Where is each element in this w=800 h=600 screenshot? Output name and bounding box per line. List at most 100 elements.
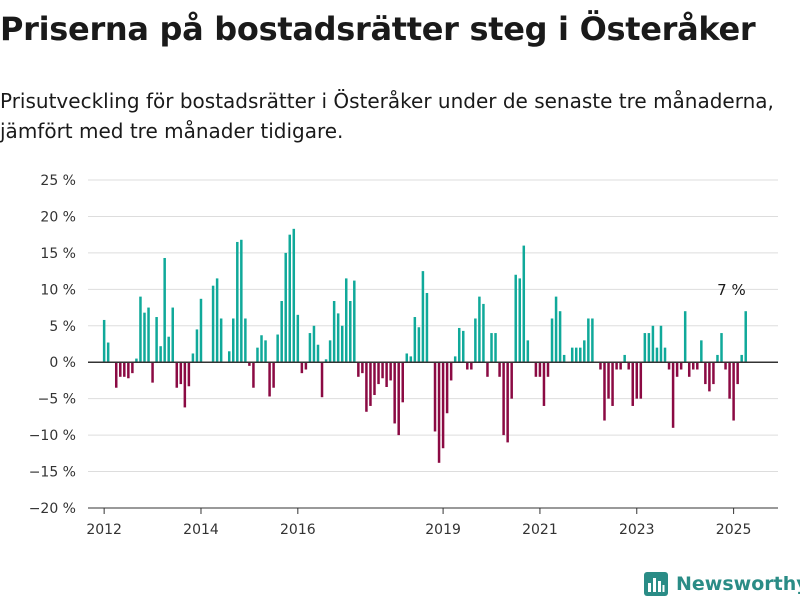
bar-positive <box>332 301 336 363</box>
bar-negative <box>498 362 501 377</box>
bar-negative <box>675 362 679 377</box>
bar-positive <box>232 318 235 363</box>
bar-positive <box>106 342 110 363</box>
bar-positive <box>312 325 316 363</box>
bar-positive <box>518 278 521 363</box>
bar-negative <box>502 362 505 436</box>
bar-positive <box>353 280 356 363</box>
bar-negative <box>114 362 118 388</box>
bar-negative <box>619 362 622 370</box>
gridlines <box>88 179 778 473</box>
bar-negative <box>639 362 643 399</box>
bar-positive <box>716 354 719 363</box>
bar-positive <box>425 292 429 363</box>
bar-negative <box>603 362 606 421</box>
bar-negative <box>320 362 324 398</box>
bar-positive <box>195 329 199 363</box>
bar-negative <box>183 362 187 408</box>
x-tick-label: 2012 <box>86 522 122 538</box>
bar-positive <box>550 318 554 363</box>
bar-positive <box>562 354 566 363</box>
bar-positive <box>308 333 312 363</box>
bar-negative <box>712 362 715 385</box>
bar-positive <box>191 353 195 363</box>
x-tick-label: 2021 <box>522 522 558 538</box>
bar-negative <box>728 362 731 399</box>
bar-negative <box>506 362 509 443</box>
bar-negative <box>732 362 735 421</box>
bar-negative <box>470 362 473 370</box>
bar-positive <box>147 307 150 363</box>
bar-negative <box>538 362 542 377</box>
bar-positive <box>554 296 558 363</box>
bar-positive <box>558 311 562 363</box>
bar-negative <box>667 362 671 370</box>
bar-negative <box>131 362 134 374</box>
brand-name: Newsworthy <box>676 573 800 595</box>
bar-negative <box>433 362 437 432</box>
bar-positive <box>236 241 239 363</box>
y-tick-label: −15 % <box>29 465 76 481</box>
bar-negative <box>385 362 388 387</box>
bar-positive <box>102 319 106 363</box>
chart-subtitle: Prisutveckling för bostadsrätter i Öster… <box>0 89 774 143</box>
bar-positive <box>139 296 142 363</box>
bar-negative <box>357 362 360 377</box>
bar-positive <box>292 228 296 363</box>
bar-positive <box>579 347 582 363</box>
y-tick-label: 5 % <box>49 319 76 335</box>
x-tick-label: 2014 <box>183 522 219 538</box>
bar-positive <box>264 340 267 363</box>
bar-negative <box>627 362 630 370</box>
bar-negative <box>449 362 453 381</box>
bar-negative <box>397 362 400 436</box>
bar-positive <box>280 301 283 363</box>
bar-chart-logo-icon <box>644 572 668 596</box>
bar-positive <box>700 340 703 363</box>
bar-negative <box>272 362 275 388</box>
bar-positive <box>659 325 663 363</box>
bar-positive <box>494 333 497 363</box>
bar-negative <box>615 362 618 370</box>
bar-positive <box>417 327 421 363</box>
bar-positive <box>683 311 687 363</box>
y-tick-label: 10 % <box>40 282 76 298</box>
bar-positive <box>340 325 344 363</box>
x-tick-label: 2016 <box>280 522 316 538</box>
bar-negative <box>187 362 191 387</box>
bar-positive <box>256 347 259 363</box>
bar-positive <box>462 330 465 363</box>
y-tick-label: 25 % <box>40 173 76 189</box>
bar-positive <box>324 359 328 363</box>
bar-negative <box>441 362 445 449</box>
bar-positive <box>744 311 747 363</box>
bar-positive <box>514 274 517 363</box>
bar-negative <box>692 362 695 370</box>
bar-negative <box>437 362 441 463</box>
bar-positive <box>155 317 158 363</box>
bar-negative <box>304 362 308 370</box>
bar-positive <box>211 285 215 363</box>
bar-positive <box>482 303 485 363</box>
bar-negative <box>268 362 271 397</box>
x-tick-label: 2023 <box>619 522 655 538</box>
bar-negative <box>373 362 376 396</box>
bar-negative <box>151 362 154 383</box>
bar-positive <box>526 340 530 363</box>
bar-negative <box>365 362 368 412</box>
bar-negative <box>300 362 304 374</box>
bar-negative <box>175 362 179 388</box>
bar-positive <box>260 335 263 363</box>
y-tick-label: −5 % <box>38 392 76 408</box>
bar-negative <box>401 362 404 403</box>
bar-positive <box>587 318 590 363</box>
x-tick-label: 2019 <box>425 522 461 538</box>
y-axis-ticks: −20 % −15 % −10 % −5 % 0 % 5 % 10 % 15 % 20 % 25 … <box>29 173 76 517</box>
bar-positive <box>663 347 667 363</box>
bar-positive <box>219 318 223 363</box>
bar-positive <box>288 234 291 363</box>
bar-positive <box>349 301 352 363</box>
bar-negative <box>704 362 707 385</box>
bar-chart: −20 % −15 % −10 % −5 % 0 % 5 % 10 % 15 % 20 % 25 … <box>29 173 778 538</box>
bar-positive <box>276 334 279 363</box>
